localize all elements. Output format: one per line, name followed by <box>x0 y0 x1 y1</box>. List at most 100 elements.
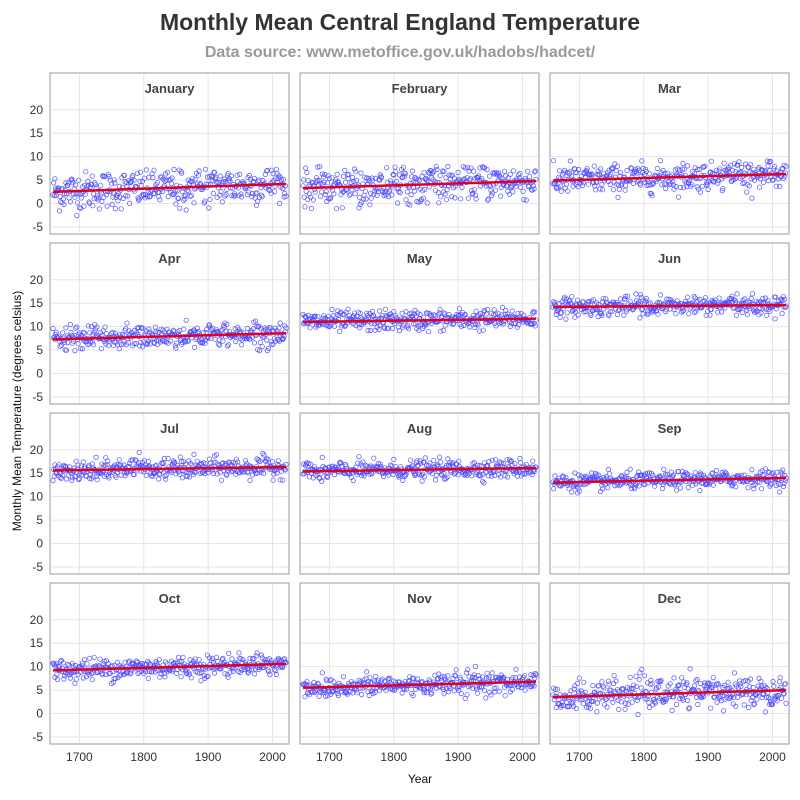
data-point <box>280 185 286 192</box>
data-point <box>429 170 435 176</box>
data-point <box>276 325 282 331</box>
data-point <box>729 178 735 184</box>
data-point <box>421 473 428 480</box>
data-point <box>192 344 198 350</box>
data-point <box>67 321 74 328</box>
data-point <box>483 183 489 189</box>
data-point <box>624 167 630 174</box>
panel-frame <box>549 582 790 745</box>
data-point <box>515 172 522 178</box>
data-point <box>158 670 164 677</box>
data-point <box>179 339 185 345</box>
data-point <box>715 177 722 184</box>
data-point <box>720 186 726 192</box>
data-point <box>732 176 738 182</box>
data-point <box>224 321 230 327</box>
data-point <box>241 469 247 475</box>
trend-line <box>552 303 787 309</box>
data-point <box>655 311 661 317</box>
data-point <box>79 662 85 668</box>
data-point <box>567 169 573 175</box>
data-point <box>692 470 698 476</box>
data-point <box>550 299 557 305</box>
data-point <box>177 471 183 477</box>
data-point <box>760 179 767 185</box>
data-point <box>125 670 131 676</box>
data-point <box>331 191 337 197</box>
data-point <box>81 330 88 336</box>
data-point <box>470 312 477 318</box>
data-point <box>331 323 338 329</box>
data-point <box>345 306 351 312</box>
data-point <box>363 196 369 202</box>
data-point <box>708 306 714 313</box>
data-point <box>177 454 183 460</box>
data-point <box>563 316 569 322</box>
data-point <box>143 167 149 173</box>
data-point <box>122 179 128 185</box>
data-point <box>217 173 223 179</box>
data-point <box>622 296 628 302</box>
data-point <box>437 172 443 178</box>
data-point <box>646 470 653 476</box>
data-point <box>441 168 447 175</box>
data-point <box>606 471 613 477</box>
data-point <box>147 341 153 347</box>
data-point <box>424 310 430 316</box>
data-point <box>442 191 448 197</box>
data-point <box>207 196 213 202</box>
chart-title: Monthly Mean Central England Temperature <box>160 9 640 35</box>
data-point <box>72 347 78 354</box>
data-point <box>364 310 370 316</box>
data-point <box>506 191 513 197</box>
data-point <box>80 459 86 465</box>
data-point <box>183 670 189 676</box>
data-point <box>76 475 83 482</box>
data-point <box>63 347 70 353</box>
data-point <box>304 169 310 176</box>
data-point <box>202 198 208 204</box>
data-point <box>779 471 785 477</box>
data-point <box>597 166 604 172</box>
data-point <box>444 474 450 480</box>
data-point <box>331 471 338 478</box>
data-point <box>58 199 64 205</box>
data-point <box>385 325 392 331</box>
data-point <box>219 477 225 483</box>
x-tick-label: 1900 <box>195 750 222 764</box>
data-point <box>599 486 606 492</box>
data-point <box>188 675 194 681</box>
data-point <box>679 468 686 474</box>
data-point <box>191 200 197 206</box>
data-point <box>485 196 491 202</box>
data-point <box>613 168 619 174</box>
data-point <box>588 312 594 319</box>
data-point <box>709 470 716 476</box>
data-point <box>568 300 574 306</box>
data-point <box>622 474 628 480</box>
data-point <box>744 189 750 195</box>
data-point <box>633 482 639 488</box>
data-point <box>396 189 402 195</box>
data-point <box>625 293 631 299</box>
data-point <box>343 463 349 469</box>
data-point <box>572 309 579 315</box>
data-point <box>277 477 283 483</box>
data-point <box>69 475 75 481</box>
data-point <box>152 191 158 197</box>
data-point <box>673 487 680 493</box>
data-point <box>569 489 575 495</box>
data-point <box>179 458 185 465</box>
data-point <box>86 462 92 468</box>
data-point <box>459 184 465 191</box>
data-point <box>565 188 571 194</box>
data-point <box>355 460 361 466</box>
data-point <box>352 191 358 197</box>
data-point <box>327 196 333 202</box>
data-point <box>470 168 477 174</box>
data-point <box>675 194 682 200</box>
data-point <box>532 168 539 174</box>
data-point <box>330 312 336 319</box>
data-point <box>638 294 644 300</box>
data-point <box>251 340 258 346</box>
